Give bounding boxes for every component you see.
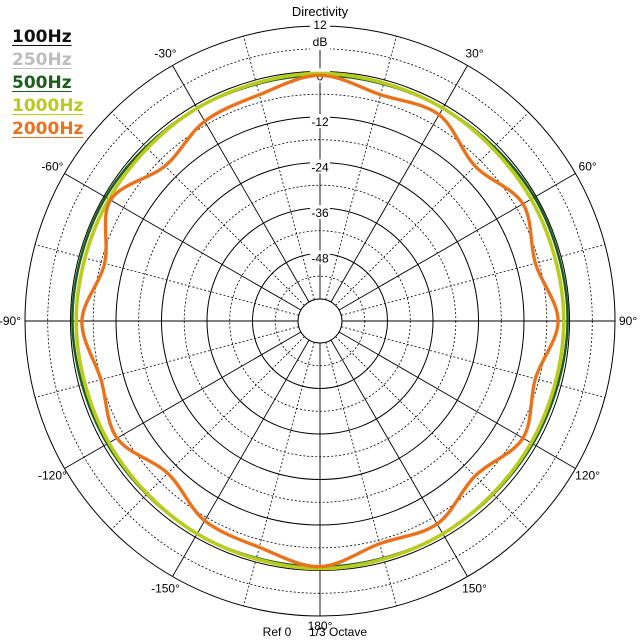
unit-label-bg [310,36,330,50]
angle-label: -30° [154,46,176,60]
legend-item-2000hz: 2000Hz [12,119,84,139]
grid-spoke [341,244,606,316]
radial-tick-label: -12 [311,115,329,129]
tick-label-bg [310,205,330,219]
angle-label: -90° [0,314,21,328]
tick-label-bg [310,23,330,37]
grid-spoke [325,342,397,607]
grid-spoke [325,35,397,300]
angle-label: 30° [465,46,483,60]
legend-item-1000hz: 1000Hz [12,96,84,116]
grid-spoke [111,336,305,530]
grid-spoke [330,339,468,577]
tick-label-bg [310,250,330,265]
series-line-2000hz [80,73,560,569]
radial-tick-label: -24 [311,161,329,175]
footer-ref: Ref 0 [263,625,292,639]
tick-label-bg [310,114,330,128]
grid-spoke [64,331,302,469]
angle-label: 150° [462,582,487,596]
tick-label-bg [310,159,330,174]
footer-smoothing: 1/3 Octave [309,625,367,639]
legend: 100Hz 250Hz 500Hz 1000Hz 2000Hz [12,26,83,141]
grid-spoke [34,326,299,398]
angle-label: -120° [38,469,67,483]
angle-label: 90° [619,314,637,328]
legend-item-250hz: 250Hz [12,50,72,70]
grid-spoke [111,112,305,306]
legend-item-100hz: 100Hz [12,27,72,47]
axis-labels: 120-12-24-36-48dB30°60°90°120°150°180°-1… [0,18,637,633]
unit-label: dB [313,35,328,49]
grid-spoke [335,112,529,306]
grid-spoke [172,65,310,303]
angle-label: 120° [575,469,600,483]
angle-label: -60° [41,160,63,174]
legend-item-500hz: 500Hz [12,73,72,93]
series-curves [71,71,569,571]
angle-label: 60° [579,160,597,174]
grid-spoke [335,336,529,530]
radial-tick-label: -36 [311,206,329,220]
grid-spoke [338,173,576,311]
series-line-1000hz [74,71,566,571]
angle-label: -150° [151,582,180,596]
grid-spoke [34,244,299,316]
chart-title: Directivity [292,4,349,19]
grid-spoke [338,331,576,469]
grid-spoke [172,339,310,577]
radial-tick-label: -48 [311,252,329,266]
grid-ring [297,298,343,344]
grid-spoke [243,342,315,607]
radial-tick-label: 12 [313,18,327,32]
grid-spoke [64,173,302,311]
angle-label: 180° [308,619,333,633]
polar-grid [24,23,616,617]
grid-spoke [243,35,315,300]
grid-spoke [330,65,468,303]
grid-spoke [341,326,606,398]
